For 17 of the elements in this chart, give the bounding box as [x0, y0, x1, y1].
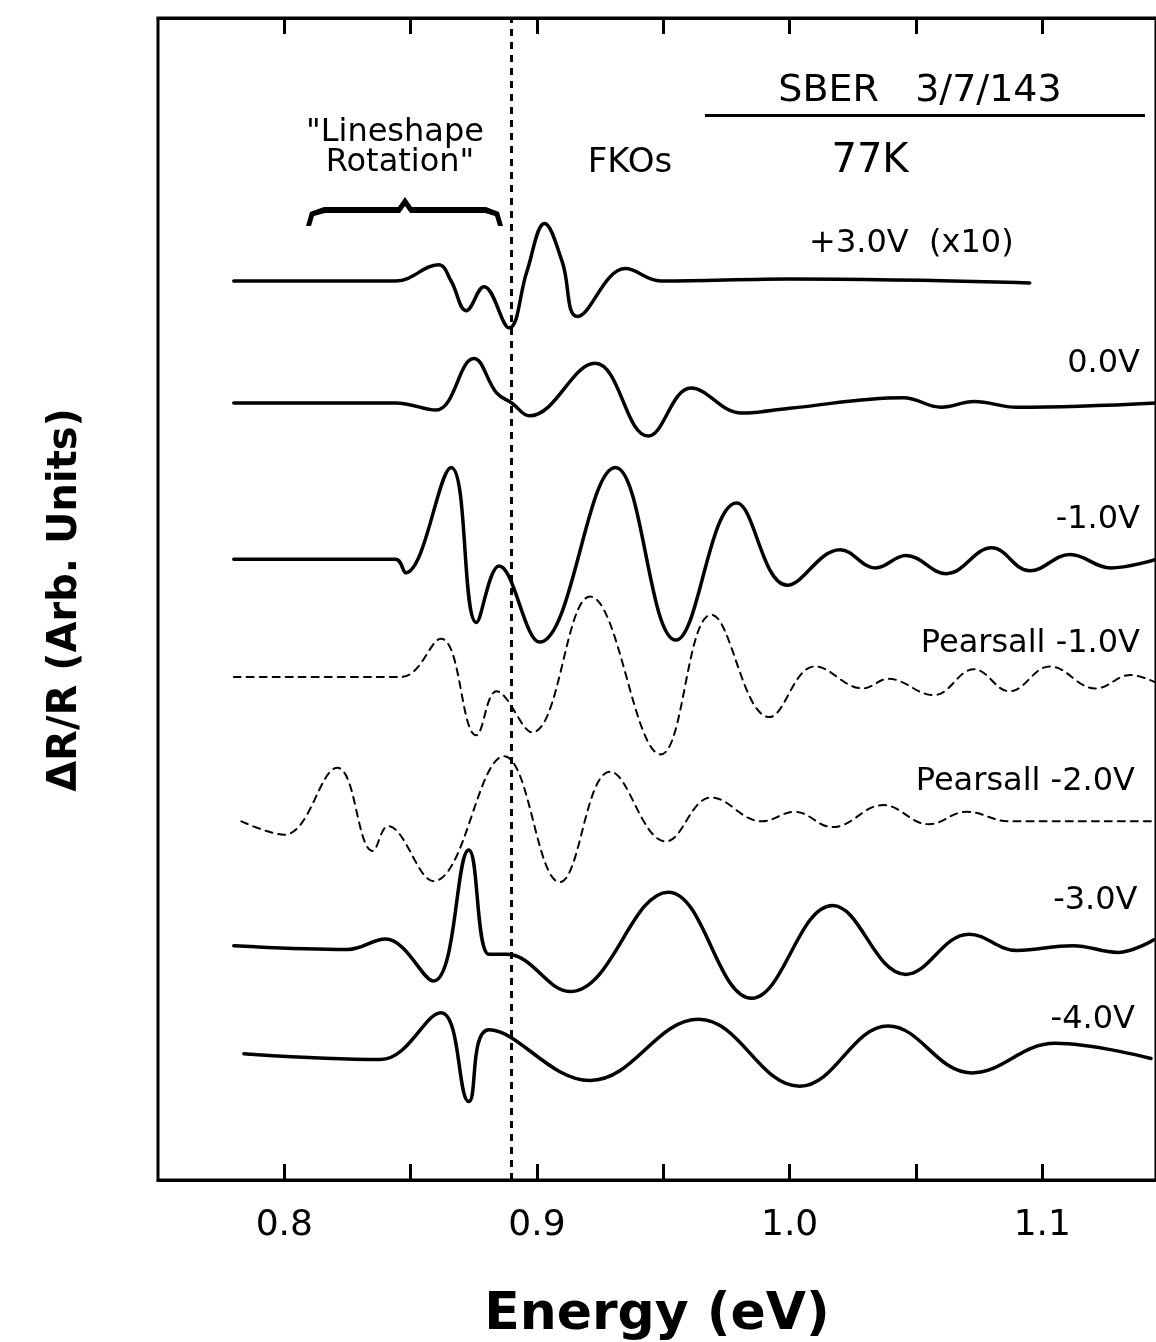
x-tick-label: 0.9 [508, 1201, 566, 1243]
y-axis-title: ΔR/R (Arb. Units) [39, 408, 85, 792]
text: 77K [831, 135, 911, 181]
text: SBER 3/7/143 [778, 66, 1062, 110]
series-label: 0.0V [1067, 341, 1141, 380]
series-label: -1.0V [1055, 498, 1141, 537]
x-axis-title: Energy (eV) [484, 1281, 830, 1341]
series-label: Pearsall -2.0V [915, 760, 1136, 799]
x-tick-label: 0.8 [255, 1201, 313, 1243]
series-label: -3.0V [1053, 878, 1138, 917]
series-label: +3.0V (x10) [809, 221, 1014, 260]
x-tick-label: 1.1 [1013, 1201, 1071, 1243]
series-label: Pearsall -1.0V [920, 621, 1141, 660]
text: "Lineshape Rotation" [305, 110, 495, 180]
text: FKOs [587, 140, 673, 180]
x-tick-label: 1.0 [761, 1201, 819, 1243]
series-label: -4.0V [1050, 997, 1136, 1036]
